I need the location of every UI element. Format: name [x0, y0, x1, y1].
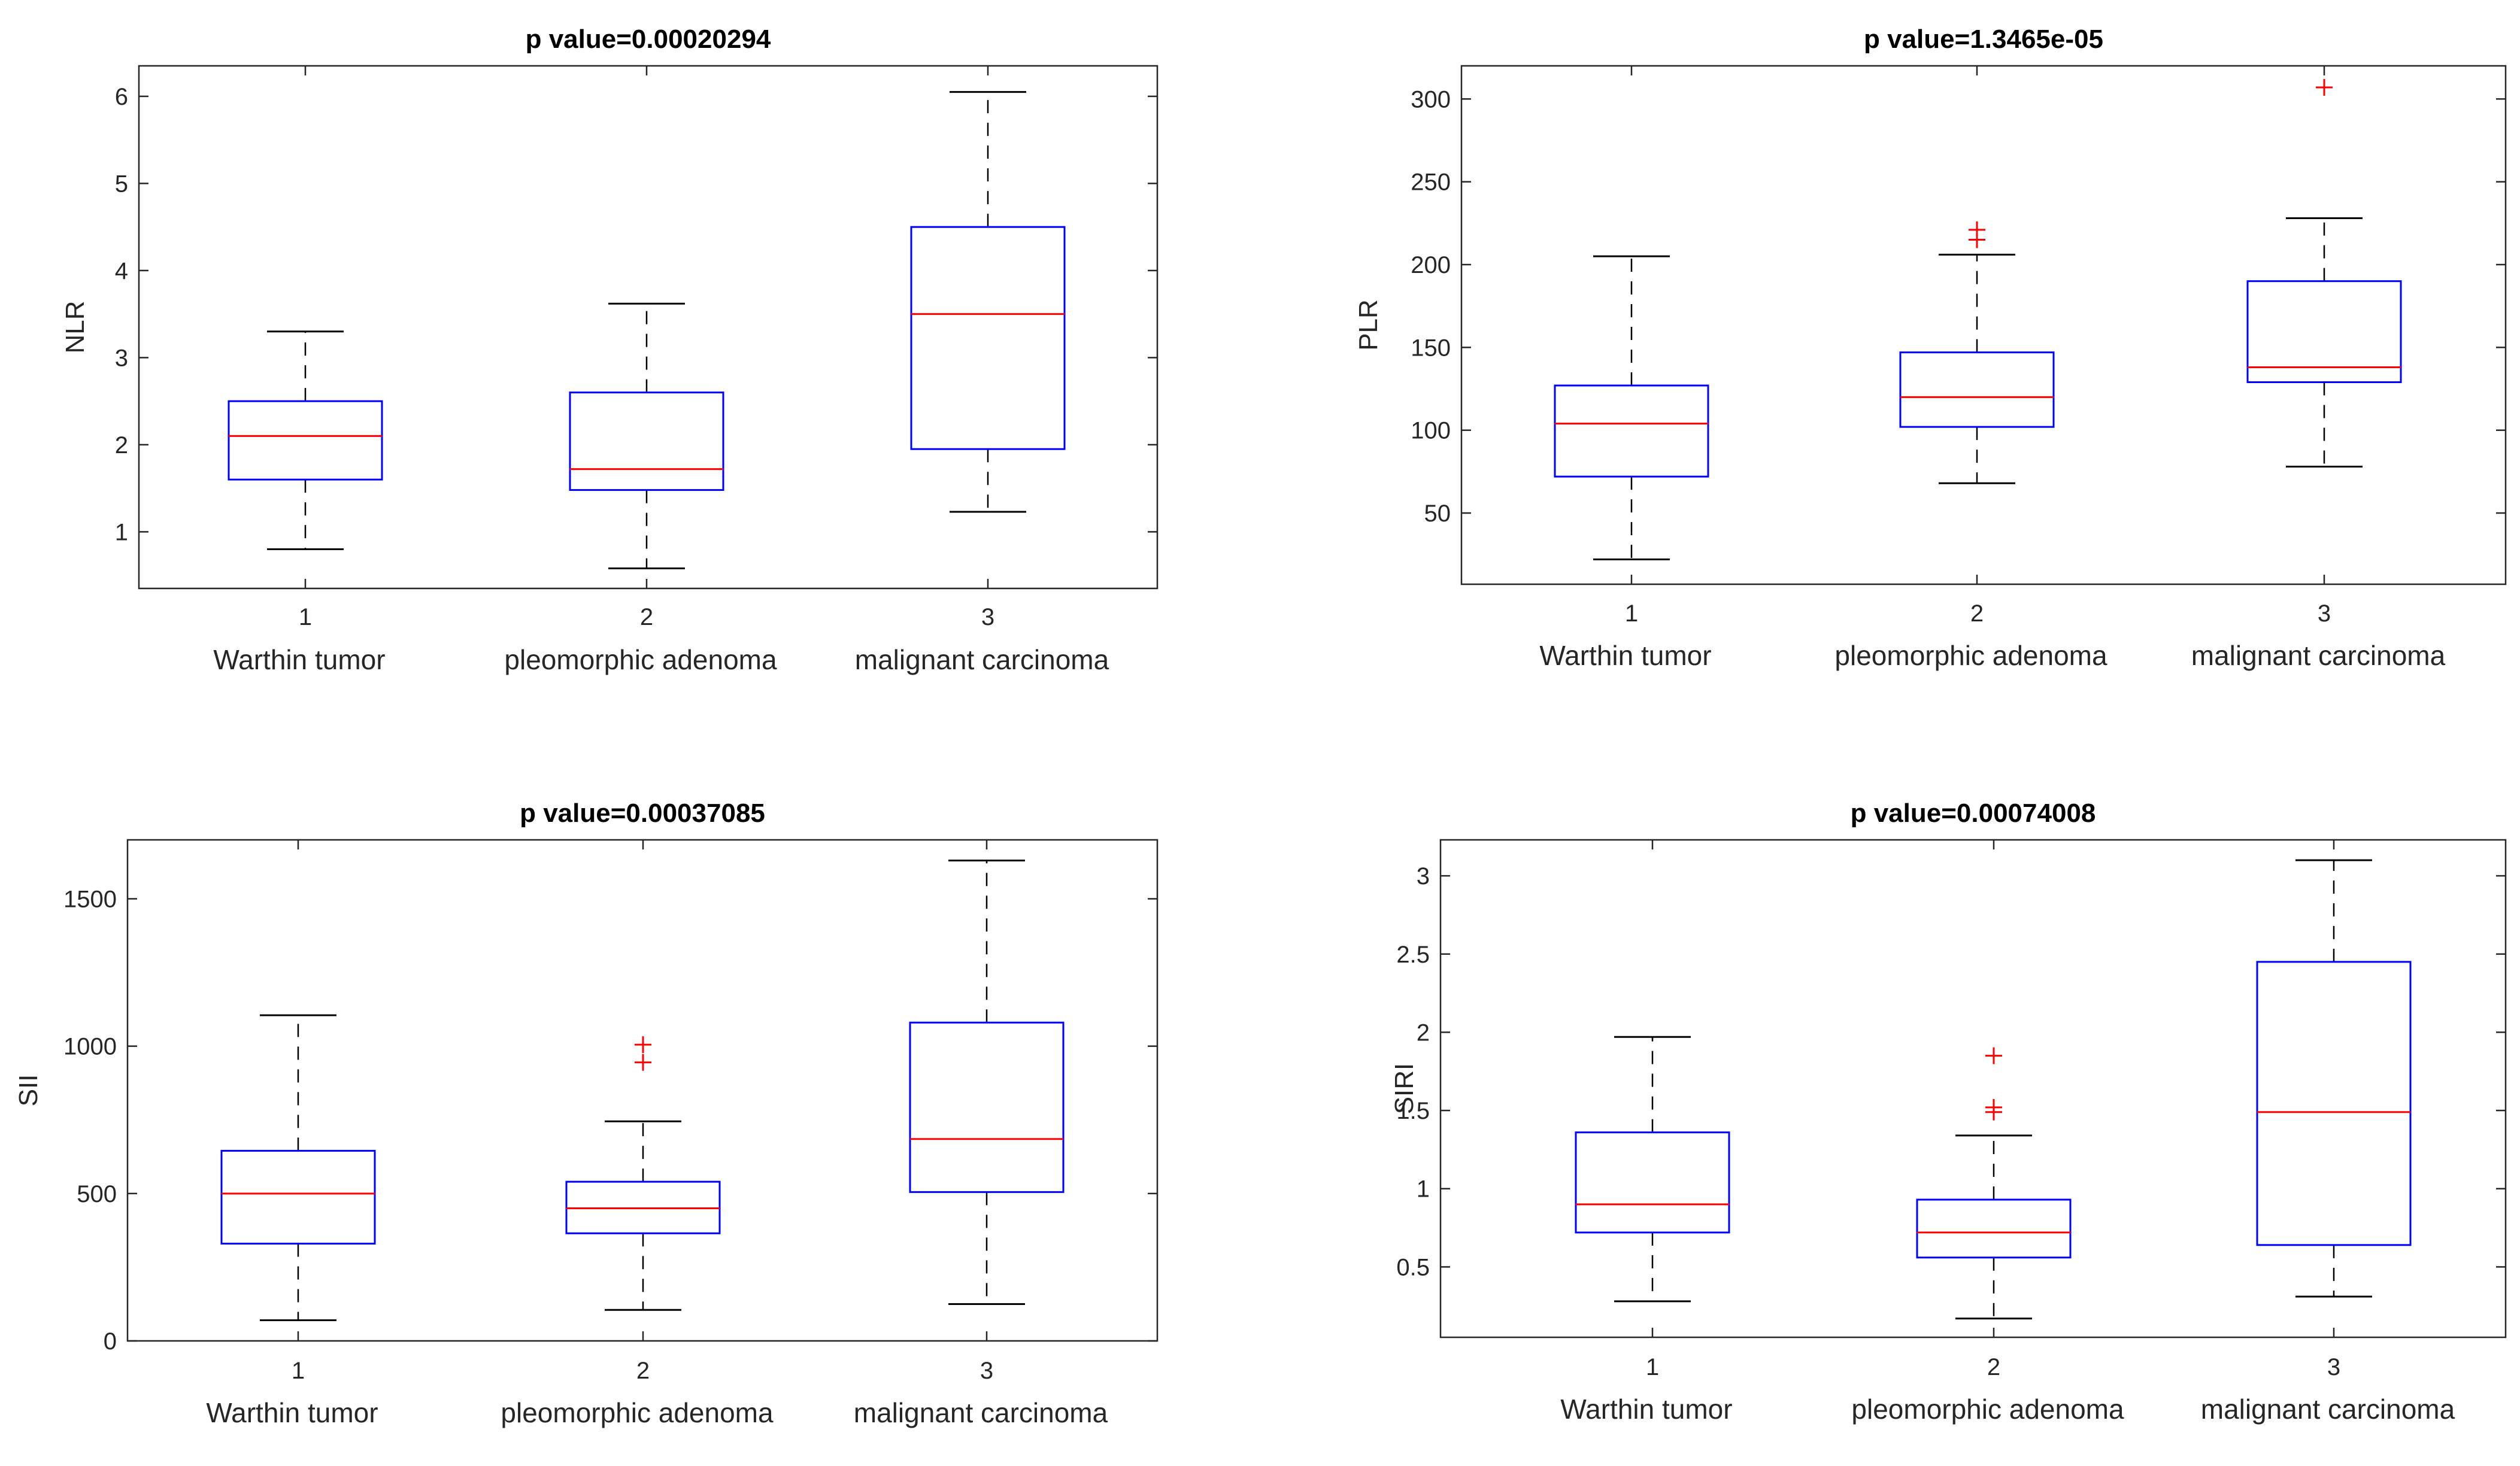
chart-nlr-box	[569, 391, 724, 491]
chart-nlr-ytick-label: 5	[115, 171, 128, 197]
chart-nlr-ytick-label: 2	[115, 432, 128, 459]
chart-plr-title: p value=1.3465e-05	[1864, 25, 2103, 54]
chart-plr-box	[1899, 351, 2055, 428]
chart-nlr-group-label: Warthin tumor	[213, 644, 385, 675]
chart-sii-box	[220, 1149, 376, 1245]
chart-siri-ytick-label: 0.5	[1396, 1254, 1430, 1280]
chart-nlr-title: p value=0.00020294	[526, 25, 771, 54]
chart-siri-ytick-label: 1.5	[1396, 1098, 1430, 1124]
chart-siri-box-group-3	[2256, 859, 2412, 1298]
chart-siri-plot-frame	[1439, 839, 2507, 1338]
chart-sii-outlier-marker	[635, 1054, 651, 1071]
chart-siri-box	[2256, 961, 2412, 1246]
chart-sii-group-label: pleomorphic adenoma	[501, 1397, 774, 1428]
chart-plr-group-label: malignant carcinoma	[2191, 640, 2446, 671]
chart-sii-box-group-1	[220, 1014, 376, 1322]
chart-siri-xtick-label: 1	[1646, 1354, 1659, 1380]
chart-sii-ytick-label: 1000	[63, 1034, 117, 1060]
chart-plr-box	[2246, 280, 2402, 383]
chart-siri-group-label: malignant carcinoma	[2201, 1394, 2455, 1425]
chart-plr-ytick-label: 200	[1411, 252, 1451, 278]
chart-nlr-group-label: malignant carcinoma	[855, 644, 1109, 675]
chart-nlr-ytick-label: 1	[115, 519, 128, 545]
chart-siri-box-group-2	[1916, 1047, 2072, 1320]
chart-siri-group-label: Warthin tumor	[1560, 1394, 1732, 1425]
chart-plr-ytick-label: 50	[1424, 500, 1451, 527]
chart-sii-title: p value=0.00037085	[520, 799, 765, 828]
chart-plr-box-group-3	[2246, 78, 2402, 468]
chart-plr-outlier-marker	[2316, 78, 2333, 96]
chart-sii-group-label: Warthin tumor	[206, 1397, 378, 1428]
chart-plr-ytick-label: 100	[1411, 418, 1451, 444]
chart-sii-xtick-label: 1	[292, 1358, 305, 1384]
chart-nlr-ylabel: NLR	[60, 301, 90, 353]
chart-plr-outlier-marker	[1969, 221, 1985, 238]
chart-nlr-xtick-label: 2	[640, 604, 653, 630]
chart-siri-ytick-label: 2	[1417, 1019, 1430, 1046]
chart-plr-xtick-label: 1	[1625, 600, 1638, 627]
chart-sii-xtick-label: 3	[980, 1358, 993, 1384]
chart-nlr-ytick-label: 4	[115, 258, 128, 284]
chart-siri-panel	[1439, 839, 2507, 1338]
chart-plr-box	[1554, 384, 1709, 478]
chart-plr-xtick-label: 3	[2318, 600, 2331, 627]
chart-sii-box-group-3	[909, 859, 1065, 1305]
chart-nlr-ytick-label: 6	[115, 84, 128, 110]
chart-sii-outlier-marker	[635, 1036, 651, 1054]
chart-siri-xtick-label: 3	[2327, 1354, 2340, 1380]
chart-siri-box-group-1	[1575, 1036, 1730, 1303]
chart-nlr-plot-frame	[138, 65, 1159, 590]
chart-plr-group-label: Warthin tumor	[1539, 640, 1711, 671]
chart-plr-group-label: pleomorphic adenoma	[1834, 640, 2107, 671]
chart-sii-ytick-label: 500	[77, 1181, 117, 1207]
chart-nlr-box	[910, 226, 1066, 450]
chart-plr-ytick-label: 150	[1411, 335, 1451, 361]
chart-sii-group-label: malignant carcinoma	[854, 1397, 1108, 1428]
chart-plr-xtick-label: 2	[1970, 600, 1984, 627]
chart-siri-title: p value=0.00074008	[1851, 799, 2096, 828]
chart-sii-panel	[126, 839, 1159, 1342]
chart-nlr-ytick-label: 3	[115, 345, 128, 371]
chart-sii-ylabel: SII	[14, 1075, 43, 1107]
chart-nlr-xtick-label: 1	[299, 604, 312, 630]
chart-sii-box	[909, 1021, 1065, 1193]
chart-plr-panel	[1460, 65, 2507, 585]
chart-sii-box-group-2	[565, 1036, 721, 1311]
chart-siri-xtick-label: 2	[1987, 1354, 2000, 1380]
chart-siri-outlier-marker	[1985, 1047, 2002, 1064]
chart-siri-ytick-label: 2.5	[1396, 942, 1430, 968]
chart-nlr-box-group-3	[910, 91, 1066, 513]
chart-siri-ytick-label: 3	[1417, 863, 1430, 890]
chart-siri-ytick-label: 1	[1417, 1176, 1430, 1203]
chart-plr-box-group-2	[1899, 221, 2055, 484]
chart-sii-ytick-label: 1500	[63, 886, 117, 912]
chart-nlr-group-label: pleomorphic adenoma	[504, 644, 777, 675]
chart-nlr-box-group-2	[569, 302, 724, 570]
chart-sii-xtick-label: 2	[636, 1358, 650, 1384]
chart-siri-box	[1916, 1198, 2072, 1259]
chart-nlr-box	[228, 400, 383, 481]
chart-plr-ylabel: PLR	[1354, 299, 1383, 351]
chart-nlr-xtick-label: 3	[981, 604, 994, 630]
chart-nlr-box-group-1	[228, 330, 383, 551]
chart-plr-ytick-label: 250	[1411, 169, 1451, 196]
chart-siri-outlier-marker	[1985, 1098, 2002, 1116]
chart-siri-ylabel: SIRI	[1390, 1063, 1419, 1115]
chart-sii-ytick-label: 0	[104, 1328, 117, 1355]
chart-siri-box	[1575, 1131, 1730, 1234]
chart-plr-plot-frame	[1460, 65, 2507, 585]
chart-plr-ytick-label: 300	[1411, 86, 1451, 113]
chart-siri-group-label: pleomorphic adenoma	[1851, 1394, 2124, 1425]
chart-plr-box-group-1	[1554, 255, 1709, 560]
chart-nlr-panel	[138, 65, 1159, 590]
